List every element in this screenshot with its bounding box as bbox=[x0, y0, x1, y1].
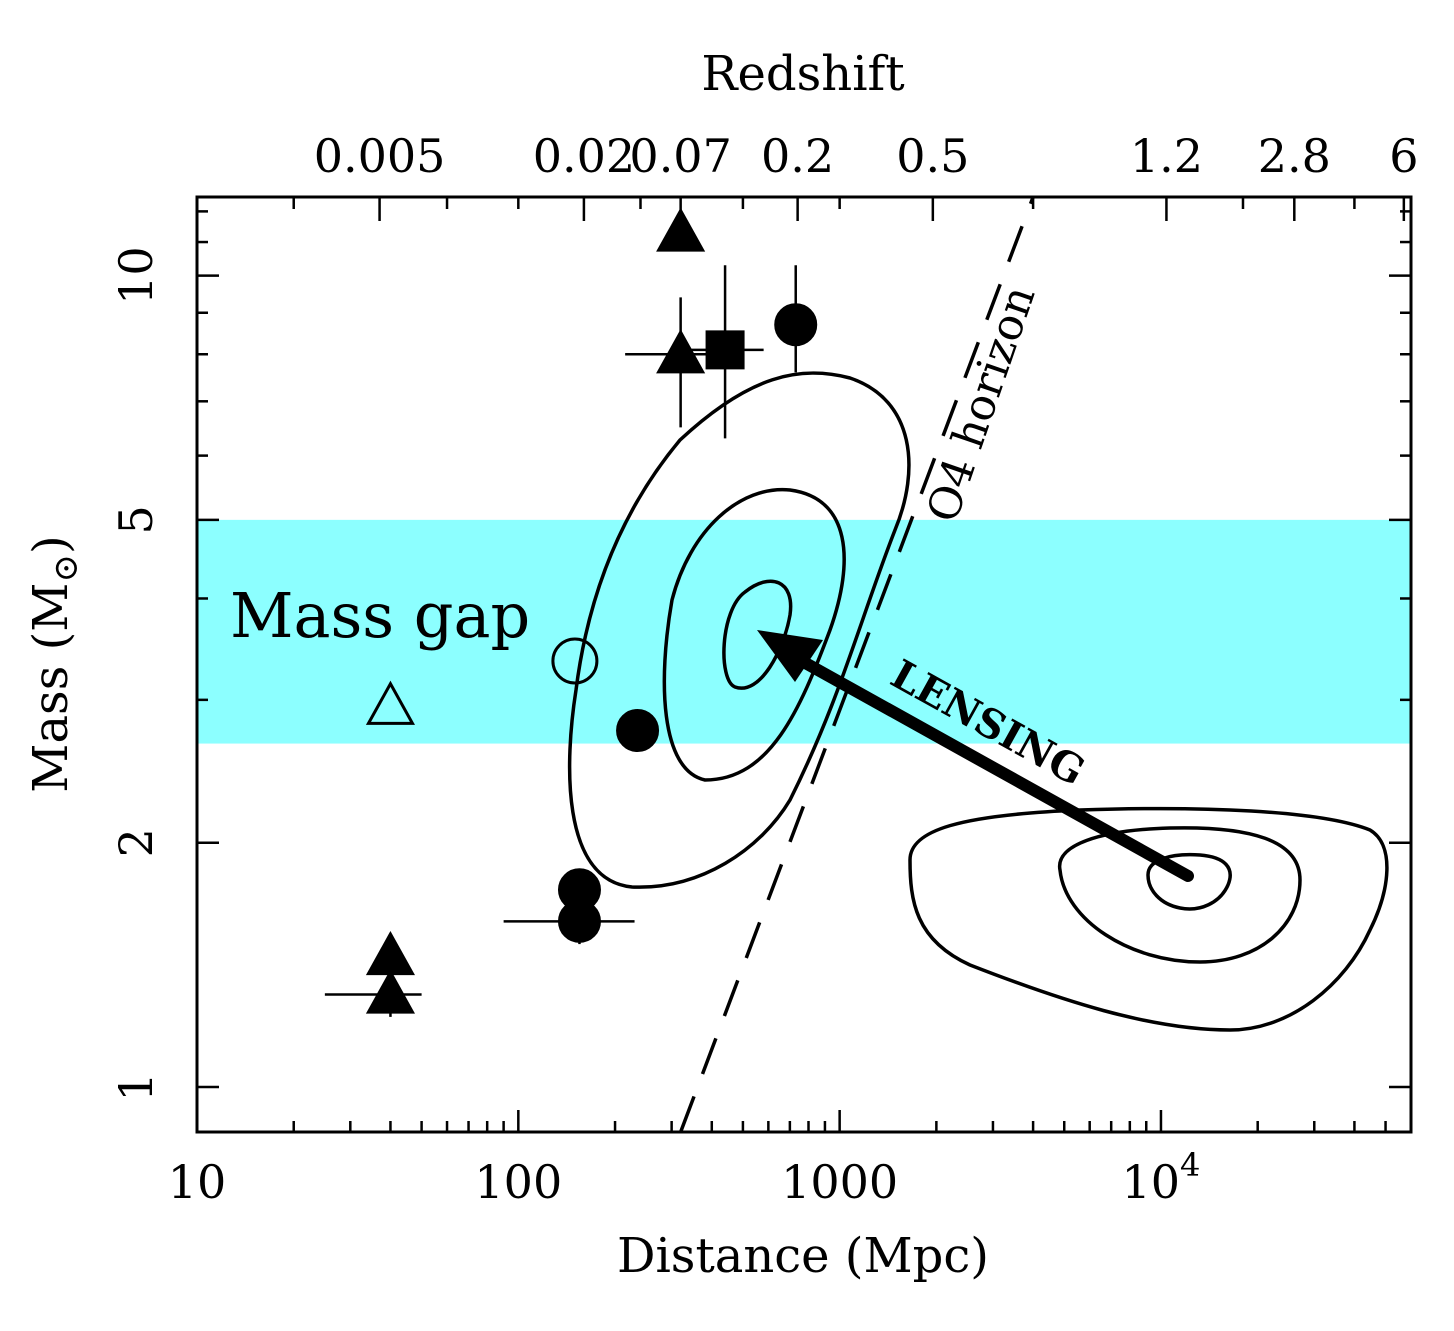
top-tick-label: 1.2 bbox=[1130, 129, 1203, 183]
x-tick-label: 104 bbox=[1122, 1146, 1201, 1209]
unlensed-contour-outer bbox=[908, 806, 1389, 1032]
top-tick-label: 6 bbox=[1389, 129, 1418, 183]
top-tick-label: 0.005 bbox=[314, 129, 446, 183]
top-tick-label: 0.2 bbox=[761, 129, 834, 183]
lensing-arrow-shaft bbox=[794, 654, 1194, 882]
x-tick-label: 10 bbox=[168, 1155, 227, 1209]
marker bbox=[705, 330, 745, 370]
marker bbox=[551, 637, 599, 685]
lensed-contour-middle bbox=[662, 487, 846, 782]
mass-gap-label: Mass gap bbox=[230, 579, 530, 652]
unlensed-contour-middle bbox=[1058, 826, 1302, 964]
marker bbox=[365, 930, 416, 976]
filled-triangle-point bbox=[656, 207, 706, 252]
y-tick-label-group: 1 bbox=[109, 1072, 163, 1101]
x-tick-label: 100 bbox=[474, 1155, 562, 1209]
marker bbox=[656, 329, 706, 374]
mass-gap-band bbox=[197, 519, 1411, 744]
y-tick-label-group: 2 bbox=[109, 828, 163, 857]
x-tick-label: 1000 bbox=[781, 1155, 898, 1209]
filled-square-point bbox=[680, 265, 764, 439]
o4-horizon-label: O4 horizon bbox=[917, 279, 1045, 528]
lensed-contours bbox=[567, 371, 911, 889]
lensing-arrowhead bbox=[757, 630, 823, 682]
y-tick-label-group: 5 bbox=[109, 505, 163, 534]
y-axis-title-close: ) bbox=[23, 535, 79, 554]
top-tick-label: 2.8 bbox=[1258, 129, 1331, 183]
x-tick-exponent: 4 bbox=[1180, 1146, 1200, 1184]
x-axis-title: Distance (Mpc) bbox=[617, 1228, 989, 1284]
unlensed-contours bbox=[908, 806, 1389, 1032]
top-tick-label: 0.5 bbox=[896, 129, 969, 183]
y-tick-label-group: 10 bbox=[109, 246, 163, 305]
marker bbox=[365, 969, 416, 1014]
y-tick-label: 5 bbox=[109, 505, 163, 534]
filled-triangle-point bbox=[365, 930, 416, 976]
y-tick-label: 2 bbox=[109, 828, 163, 857]
svg-text:Mass (M⊙): Mass (M⊙) bbox=[23, 535, 86, 792]
y-tick-label: 1 bbox=[109, 1072, 163, 1101]
open-circle-point bbox=[551, 637, 599, 685]
marker bbox=[616, 709, 660, 753]
y-axis-title: Mass (M⊙) bbox=[23, 535, 86, 792]
marker bbox=[557, 899, 601, 943]
lensed-contour-outer bbox=[567, 371, 911, 889]
marker bbox=[774, 303, 818, 347]
top-tick-label: 0.02 bbox=[533, 129, 635, 183]
sun-symbol: ⊙ bbox=[46, 554, 86, 583]
marker bbox=[656, 207, 706, 252]
y-tick-label: 10 bbox=[109, 246, 163, 305]
axis-tick-labels: 10 100 1000 104 1 2 5 10 0.005 0.020.07 0.2 0.5 1.2 2… bbox=[109, 129, 1418, 1209]
marker bbox=[365, 680, 416, 725]
top-axis-title: Redshift bbox=[701, 46, 904, 102]
data-points bbox=[324, 207, 818, 1017]
axis-ticks bbox=[195, 197, 1413, 1132]
filled-circle-point bbox=[616, 709, 660, 753]
filled-circle-point bbox=[503, 899, 635, 945]
filled-triangle-point bbox=[324, 969, 422, 1017]
filled-triangle-point bbox=[625, 297, 712, 428]
filled-circle-point bbox=[774, 265, 818, 373]
open-triangle-point bbox=[365, 680, 416, 725]
y-axis-title-text: Mass (M bbox=[23, 583, 79, 793]
o4-horizon-line bbox=[678, 196, 1035, 1133]
lensed-contour-inner bbox=[722, 579, 793, 690]
plot-frame bbox=[195, 195, 1413, 1134]
top-tick-label: 0.07 bbox=[629, 129, 731, 183]
unlensed-contour-inner bbox=[1146, 852, 1232, 911]
lensing-arrow bbox=[757, 630, 1194, 882]
